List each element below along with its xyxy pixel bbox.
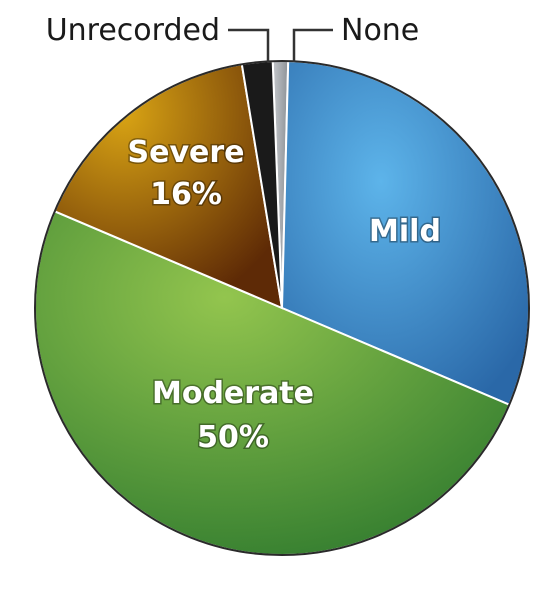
pie-outline: [34, 60, 530, 556]
slice-pct-severe: 16%: [150, 177, 222, 212]
slice-label-severe: Severe: [128, 135, 245, 170]
slice-label-none: None: [341, 13, 419, 48]
pie-slices: [34, 60, 530, 556]
slice-label-moderate: Moderate: [152, 376, 314, 411]
unrecorded-leader-line: [228, 28, 270, 62]
slice-label-mild: Mild: [369, 214, 441, 249]
slice-pct-moderate: 50%: [197, 420, 269, 455]
none-leader-line: [292, 28, 333, 62]
slice-label-unrecorded: Unrecorded: [46, 13, 220, 48]
